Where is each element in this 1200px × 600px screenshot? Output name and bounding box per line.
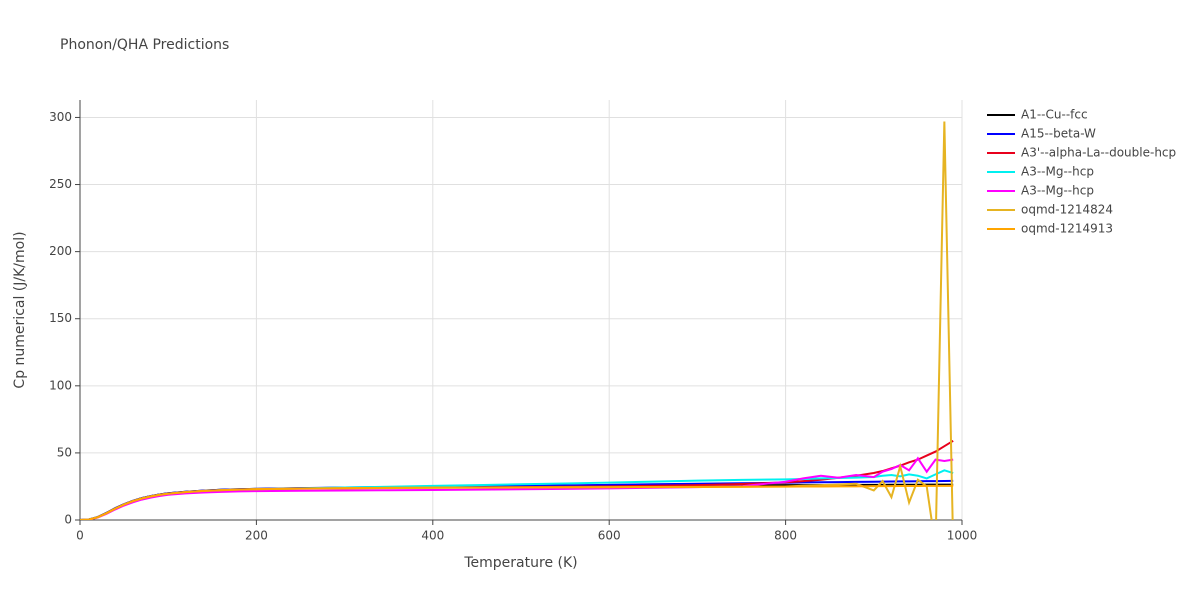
legend-label: A3--Mg--hcp <box>1021 165 1094 179</box>
x-tick-label: 400 <box>421 529 444 543</box>
legend-label: oqmd-1214913 <box>1021 222 1113 236</box>
x-tick-label: 800 <box>774 529 797 543</box>
legend-label: A15--beta-W <box>1021 127 1096 141</box>
series-line <box>80 456 954 520</box>
y-tick-label: 150 <box>49 311 72 325</box>
y-tick-label: 200 <box>49 244 72 258</box>
legend-label: oqmd-1214824 <box>1021 203 1113 217</box>
grid <box>75 100 963 525</box>
x-tick-label: 0 <box>76 529 84 543</box>
chart-title: Phonon/QHA Predictions <box>60 37 229 53</box>
y-tick-label: 50 <box>57 445 72 459</box>
x-tick-label: 200 <box>245 529 268 543</box>
plot-area <box>80 121 954 520</box>
legend-label: A3--Mg--hcp <box>1021 184 1094 198</box>
series-line <box>80 469 954 520</box>
x-axis-label: Temperature (K) <box>463 555 577 571</box>
series-line <box>80 484 954 520</box>
x-tick-label: 600 <box>598 529 621 543</box>
y-tick-label: 300 <box>49 110 72 124</box>
y-tick-label: 100 <box>49 378 72 392</box>
legend-label: A3'--alpha-La--double-hcp <box>1021 146 1176 160</box>
y-tick-label: 0 <box>64 513 72 527</box>
x-tick-label: 1000 <box>947 529 978 543</box>
legend-label: A1--Cu--fcc <box>1021 108 1088 122</box>
legend: A1--Cu--fcc A15--beta-W A3'--alpha-La--dou… <box>987 108 1176 236</box>
y-axis-label: Cp numerical (J/K/mol) <box>12 231 28 388</box>
y-tick-label: 250 <box>49 177 72 191</box>
